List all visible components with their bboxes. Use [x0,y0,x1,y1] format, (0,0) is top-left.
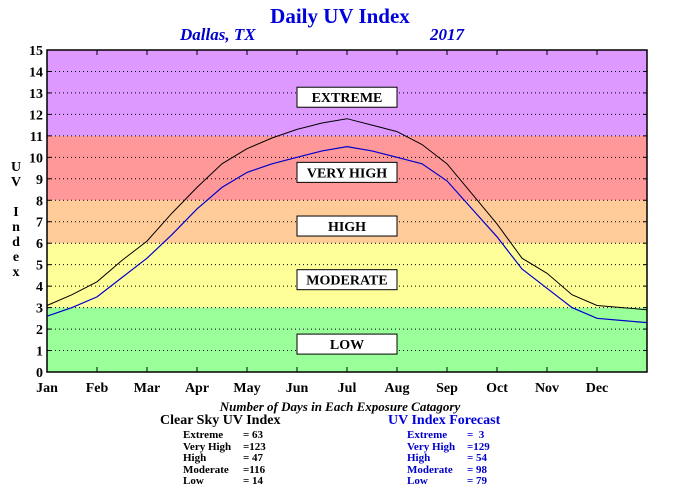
x-tick-label: Mar [134,381,160,396]
count-row: High = 47 [183,452,266,465]
category-label: Extreme [183,429,224,441]
band-label-box [296,161,398,183]
y-axis-letter: e [12,250,20,265]
clear-sky-table: Extreme = 63 Very High =123 High = 47 Moderate… [183,429,266,488]
category-count: = 63 [243,429,264,441]
y-axis-letter: x [12,265,20,280]
count-row: Very High =123 [183,440,266,454]
clear-sky-line [46,118,648,311]
x-tick-label: Sep [436,381,458,396]
y-tick-label: 14 [29,65,43,80]
x-tick-label: Feb [86,381,109,396]
y-tick-label: 9 [36,173,43,188]
x-tick-label: Jul [338,381,357,396]
category-count: = 14 [243,475,264,487]
count-row: Extreme = 63 [183,429,266,442]
forecast-heading: UV Index Forecast [388,413,501,428]
category-label: Low [407,475,428,487]
category-label: High [407,452,431,464]
count-row: Very High =129 [407,440,490,454]
category-count: =116 [243,463,266,476]
y-tick-label: 13 [29,87,43,102]
band-label: MODERATE [306,274,387,289]
y-tick-label: 3 [36,302,43,317]
category-label: Low [183,475,204,487]
clear-sky-heading: Clear Sky UV Index [160,413,281,428]
x-tick-label: May [233,381,260,396]
x-tick-label: Jan [36,381,58,396]
y-axis-letter: n [12,220,20,235]
x-tick-label: Oct [486,381,508,396]
category-count: =123 [243,440,266,453]
y-tick-label: 6 [36,237,43,252]
chart-title: Daily UV Index [270,4,410,28]
forecast-table: Extreme = 3 Very High =129 High = 54 Moderate =… [407,429,490,488]
exposure-caption: Number of Days in Each Exposure Catagory [219,399,461,414]
y-tick-label: 11 [30,130,43,145]
chart-location: Dallas, TX [180,25,256,44]
count-row: Extreme = 3 [407,429,490,442]
x-tick-label: Apr [185,381,209,396]
chart-year: 2017 [430,25,464,44]
y-tick-label: 2 [36,323,43,338]
y-axis-letter: I [13,205,19,220]
x-tick-label: Jun [286,381,309,396]
category-count: = 54 [467,452,488,464]
category-count: = 3 [467,429,485,441]
y-tick-label: 7 [36,216,43,231]
band-label: HIGH [328,220,366,235]
count-row: High = 54 [407,452,490,465]
category-label: Very High [407,440,456,453]
band-label: VERY HIGH [307,166,387,181]
count-row: Low = 79 [407,475,490,488]
category-label: Very High [183,440,232,453]
x-tick-label: Nov [535,381,559,396]
band-label: EXTREME [312,91,383,106]
band-label-box [296,269,398,291]
category-label: High [183,452,207,464]
y-tick-label: 8 [36,194,43,209]
y-tick-label: 4 [36,280,43,295]
y-tick-label: 10 [29,151,43,166]
y-axis-letter: d [12,235,20,250]
category-count: =129 [467,440,490,453]
y-axis-letter: V [10,175,22,190]
forecast-line [46,145,648,324]
y-tick-label: 5 [36,259,43,274]
count-row: Moderate = 98 [407,463,490,477]
y-axis-letter: U [10,160,22,175]
band-label-box [296,215,398,237]
category-count: = 98 [467,463,488,476]
y-tick-label: 1 [36,345,43,360]
y-tick-label: 15 [29,44,43,59]
band-label: LOW [330,338,364,353]
band-label-box [296,333,398,355]
category-count: = 47 [243,452,264,464]
y-tick-label: 0 [36,366,43,381]
category-label: Extreme [407,429,448,441]
x-tick-label: Aug [385,381,410,396]
category-label: Moderate [183,463,229,476]
count-row: Low = 14 [183,475,266,488]
band-label-box [296,86,398,108]
count-row: Moderate =116 [183,463,266,477]
x-tick-label: Dec [586,381,609,396]
category-count: = 79 [467,475,488,487]
category-label: Moderate [407,463,453,476]
y-tick-label: 12 [29,108,43,123]
